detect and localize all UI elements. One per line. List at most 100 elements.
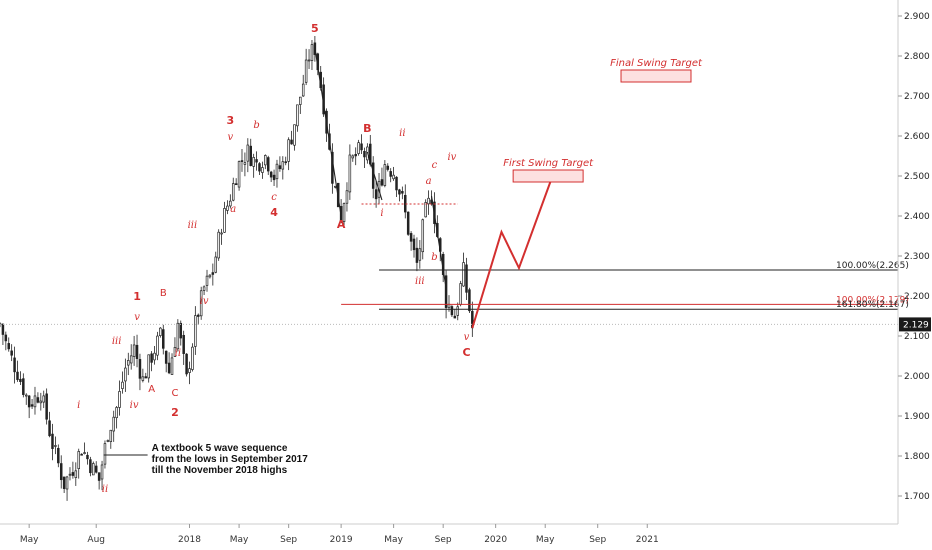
candle bbox=[33, 395, 37, 408]
wave-label: b bbox=[431, 252, 437, 263]
candle bbox=[269, 171, 273, 178]
candle bbox=[389, 171, 392, 177]
x-tick-label: Sep bbox=[435, 535, 452, 545]
candle bbox=[453, 315, 457, 319]
target-box bbox=[512, 169, 584, 183]
candle bbox=[106, 440, 110, 442]
candle bbox=[4, 334, 8, 342]
candle bbox=[395, 176, 398, 191]
y-tick-label: 2.400 bbox=[904, 212, 930, 222]
candle bbox=[214, 256, 218, 273]
wave-label: B bbox=[363, 122, 371, 135]
candle bbox=[112, 416, 115, 432]
candle bbox=[185, 353, 188, 375]
candle bbox=[418, 248, 422, 261]
candles bbox=[0, 36, 474, 501]
wave-label: c bbox=[432, 160, 438, 171]
candle bbox=[459, 283, 462, 305]
candle bbox=[135, 344, 139, 359]
wave-label: ii bbox=[175, 348, 181, 359]
candle bbox=[103, 443, 107, 465]
candle bbox=[42, 395, 45, 403]
candle bbox=[342, 203, 346, 222]
candle bbox=[159, 327, 162, 337]
candle bbox=[246, 144, 250, 162]
candle bbox=[392, 174, 395, 180]
candle bbox=[255, 159, 258, 163]
y-tick-label: 1.900 bbox=[904, 412, 930, 422]
candle bbox=[57, 447, 60, 464]
wave-line-5-a bbox=[314, 47, 342, 217]
y-tick-label: 2.800 bbox=[904, 52, 930, 62]
candle bbox=[427, 197, 430, 205]
candle bbox=[380, 179, 384, 186]
x-tick-label: 2018 bbox=[178, 535, 201, 545]
fib-level-label: 100.00%(2.179) bbox=[836, 295, 909, 305]
candle bbox=[22, 378, 25, 395]
candle bbox=[197, 314, 200, 317]
candle bbox=[272, 174, 276, 181]
candle bbox=[275, 163, 279, 180]
candle bbox=[386, 165, 390, 170]
candle bbox=[199, 290, 203, 317]
candle bbox=[16, 371, 19, 380]
wave-line-b-i bbox=[366, 151, 383, 201]
candle bbox=[369, 143, 372, 165]
candle bbox=[27, 395, 31, 408]
candle bbox=[258, 163, 261, 172]
candle bbox=[208, 274, 212, 278]
candle bbox=[83, 452, 86, 454]
candle bbox=[424, 202, 427, 218]
time-axis: May Aug 2018 May Sep 2019 May Sep 2020 May Sep 2021 bbox=[0, 523, 898, 545]
price-axis: 1.700 1.800 1.900 2.000 2.100 2.200 2.300 2.400… bbox=[897, 0, 931, 524]
wave-label: 1 bbox=[133, 290, 141, 303]
candle bbox=[252, 157, 255, 167]
candle bbox=[421, 219, 425, 253]
y-tick-label: 2.000 bbox=[904, 372, 930, 382]
y-tick-label: 2.500 bbox=[904, 172, 930, 182]
candle bbox=[354, 154, 357, 157]
x-tick-label: 2021 bbox=[636, 535, 659, 545]
candle bbox=[156, 335, 159, 356]
candle bbox=[249, 145, 252, 166]
y-tick-label: 1.700 bbox=[904, 492, 930, 502]
candle bbox=[234, 183, 238, 186]
wave-label: v bbox=[134, 312, 140, 323]
wave-label: b bbox=[253, 120, 259, 131]
candle bbox=[240, 160, 244, 162]
current-price-badge bbox=[899, 317, 931, 332]
candle bbox=[109, 429, 113, 442]
candle bbox=[54, 445, 57, 447]
candle bbox=[65, 476, 69, 490]
candle bbox=[243, 162, 247, 165]
candle bbox=[45, 393, 48, 420]
candle bbox=[345, 190, 349, 204]
fib-level-label: 161.80%(2.167) bbox=[836, 300, 909, 310]
candle bbox=[48, 420, 51, 437]
wave-label: a bbox=[230, 204, 236, 215]
candle bbox=[462, 262, 465, 287]
candle bbox=[266, 157, 270, 172]
candle bbox=[170, 357, 174, 375]
x-tick-label: Aug bbox=[87, 535, 105, 545]
candle bbox=[293, 124, 296, 146]
y-tick-label: 2.900 bbox=[904, 12, 930, 22]
annotation-text: till the November 2018 highs bbox=[152, 465, 288, 476]
wave-label: i bbox=[380, 208, 383, 219]
y-tick-label: 2.600 bbox=[904, 132, 930, 142]
y-tick-label: 2.700 bbox=[904, 92, 930, 102]
y-tick-label: 2.300 bbox=[904, 252, 930, 262]
wave-label: A bbox=[148, 384, 155, 395]
candle bbox=[465, 264, 468, 293]
x-tick-label: 2019 bbox=[330, 535, 353, 545]
candle bbox=[68, 473, 72, 476]
candle bbox=[89, 459, 92, 474]
candle bbox=[80, 453, 83, 456]
candle bbox=[77, 451, 80, 469]
candle bbox=[202, 286, 206, 291]
candle bbox=[150, 353, 153, 363]
candle bbox=[415, 247, 419, 263]
wave-label: 2 bbox=[171, 406, 179, 419]
wave-label: c bbox=[271, 192, 277, 203]
